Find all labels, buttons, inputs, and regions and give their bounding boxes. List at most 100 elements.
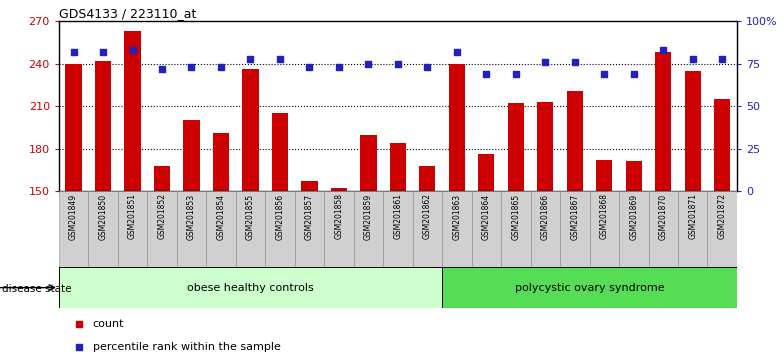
Bar — [472, 191, 501, 267]
Text: GSM201870: GSM201870 — [659, 193, 668, 240]
Text: GSM201849: GSM201849 — [69, 193, 78, 240]
Bar — [331, 188, 347, 191]
Bar — [537, 102, 554, 191]
Bar — [560, 191, 590, 267]
Bar — [590, 191, 619, 267]
Point — [73, 321, 85, 327]
Text: GSM201867: GSM201867 — [570, 193, 579, 240]
Point — [156, 66, 169, 72]
Point — [126, 47, 139, 53]
Point — [657, 47, 670, 53]
Point — [96, 49, 109, 55]
Text: GSM201857: GSM201857 — [305, 193, 314, 240]
Bar — [183, 120, 200, 191]
Point — [480, 71, 492, 77]
Bar — [242, 69, 259, 191]
Point — [73, 344, 85, 350]
Text: GSM201865: GSM201865 — [511, 193, 521, 240]
Bar — [59, 191, 89, 267]
Text: GSM201851: GSM201851 — [128, 193, 137, 239]
Text: GSM201855: GSM201855 — [246, 193, 255, 240]
Point — [716, 56, 728, 62]
Bar — [383, 191, 412, 267]
Point — [627, 71, 640, 77]
Bar — [707, 191, 737, 267]
Bar — [176, 191, 206, 267]
Bar — [619, 191, 648, 267]
Text: obese healthy controls: obese healthy controls — [187, 282, 314, 293]
Bar — [531, 191, 560, 267]
Text: count: count — [93, 319, 124, 329]
Point — [244, 56, 256, 62]
Text: GSM201866: GSM201866 — [541, 193, 550, 240]
Text: disease state: disease state — [2, 284, 71, 293]
Text: GSM201850: GSM201850 — [99, 193, 107, 240]
Bar — [478, 154, 495, 191]
Bar — [448, 64, 465, 191]
Bar — [154, 166, 170, 191]
Bar — [678, 191, 707, 267]
Bar — [361, 135, 376, 191]
Text: GSM201852: GSM201852 — [158, 193, 166, 239]
Text: GSM201863: GSM201863 — [452, 193, 461, 240]
Text: GSM201868: GSM201868 — [600, 193, 609, 239]
Text: percentile rank within the sample: percentile rank within the sample — [93, 342, 281, 352]
Text: GSM201854: GSM201854 — [216, 193, 226, 240]
Bar — [301, 181, 318, 191]
Bar — [147, 191, 176, 267]
Point — [391, 61, 405, 67]
Bar — [442, 191, 472, 267]
Bar — [272, 113, 288, 191]
Bar — [295, 191, 324, 267]
Bar — [59, 267, 442, 308]
Bar — [626, 161, 642, 191]
Text: GSM201862: GSM201862 — [423, 193, 432, 239]
Text: GSM201871: GSM201871 — [688, 193, 697, 239]
Point — [332, 64, 345, 70]
Point — [303, 64, 316, 70]
Point — [421, 64, 434, 70]
Bar — [412, 191, 442, 267]
Bar — [567, 91, 583, 191]
Text: GSM201859: GSM201859 — [364, 193, 373, 240]
Bar — [596, 160, 612, 191]
Point — [687, 56, 699, 62]
Point — [598, 71, 611, 77]
Text: GSM201858: GSM201858 — [335, 193, 343, 239]
Bar — [125, 31, 140, 191]
Point — [274, 56, 286, 62]
Bar — [419, 166, 435, 191]
Bar — [89, 191, 118, 267]
Point — [451, 49, 463, 55]
Text: GSM201853: GSM201853 — [187, 193, 196, 240]
Bar — [655, 52, 671, 191]
Bar — [648, 191, 678, 267]
Bar — [118, 191, 147, 267]
Bar — [501, 191, 531, 267]
Bar — [354, 191, 383, 267]
Point — [362, 61, 375, 67]
Bar — [714, 99, 731, 191]
Text: polycystic ovary syndrome: polycystic ovary syndrome — [515, 282, 664, 293]
Bar — [442, 267, 737, 308]
Bar — [265, 191, 295, 267]
Bar — [95, 61, 111, 191]
Bar — [684, 71, 701, 191]
Bar — [65, 64, 82, 191]
Text: GDS4133 / 223110_at: GDS4133 / 223110_at — [59, 7, 196, 20]
Text: GSM201869: GSM201869 — [630, 193, 638, 240]
Bar — [236, 191, 265, 267]
Bar — [206, 191, 236, 267]
Bar — [213, 133, 229, 191]
Bar — [508, 103, 524, 191]
Text: GSM201861: GSM201861 — [394, 193, 402, 239]
Bar — [390, 143, 406, 191]
Point — [215, 64, 227, 70]
Text: GSM201872: GSM201872 — [717, 193, 727, 239]
Point — [510, 71, 522, 77]
Point — [539, 59, 552, 65]
Point — [568, 59, 581, 65]
Text: GSM201864: GSM201864 — [482, 193, 491, 240]
Point — [67, 49, 80, 55]
Bar — [324, 191, 354, 267]
